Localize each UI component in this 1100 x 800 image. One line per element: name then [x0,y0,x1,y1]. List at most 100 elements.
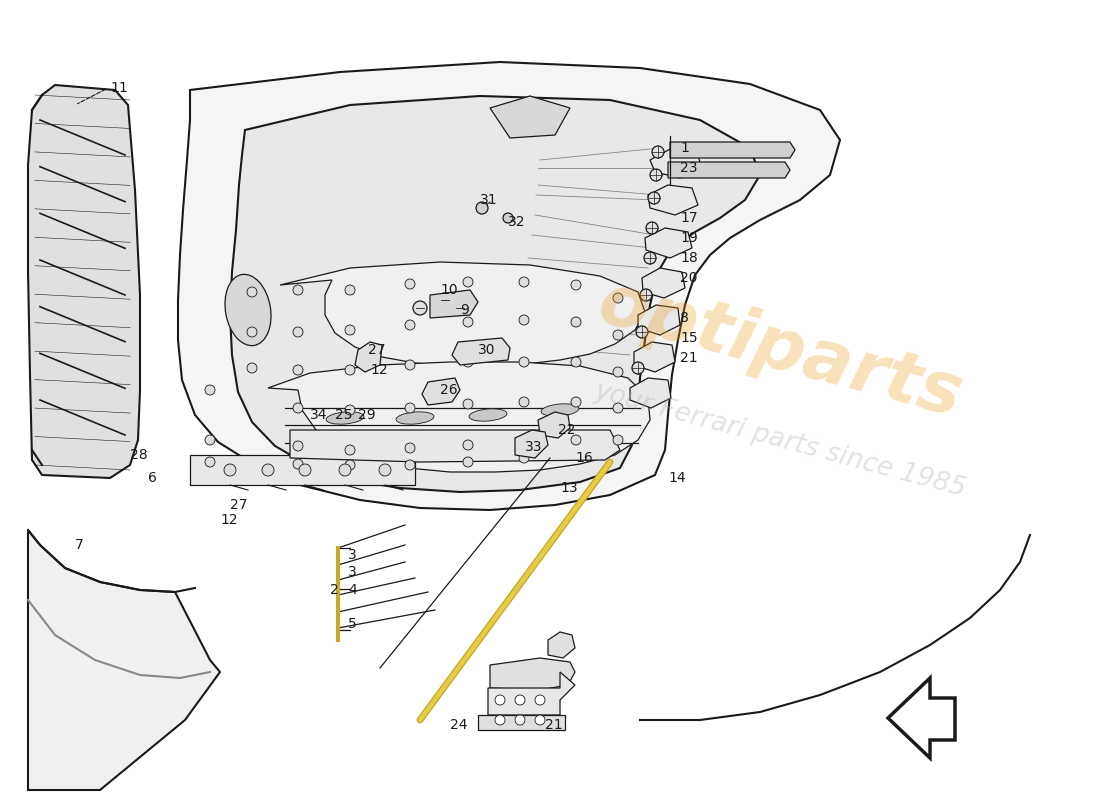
Circle shape [648,192,660,204]
Polygon shape [452,338,510,365]
Circle shape [613,403,623,413]
Circle shape [205,385,214,395]
Circle shape [636,326,648,338]
Text: 24: 24 [450,718,468,732]
Circle shape [463,277,473,287]
Circle shape [345,405,355,415]
Polygon shape [645,228,692,258]
Circle shape [519,437,529,447]
Circle shape [248,363,257,373]
Circle shape [293,403,303,413]
Polygon shape [430,290,478,318]
Circle shape [463,457,473,467]
Polygon shape [650,148,702,178]
Circle shape [652,146,664,158]
Circle shape [248,287,257,297]
Polygon shape [548,632,575,658]
Polygon shape [422,378,460,405]
Circle shape [650,169,662,181]
Circle shape [262,464,274,476]
Text: 8: 8 [680,311,689,325]
Circle shape [571,397,581,407]
Circle shape [571,280,581,290]
Ellipse shape [541,404,579,416]
Polygon shape [280,262,645,366]
Text: 7: 7 [75,538,84,552]
Circle shape [248,327,257,337]
Polygon shape [538,412,570,438]
Circle shape [535,715,544,725]
Circle shape [293,441,303,451]
Text: 10: 10 [440,283,458,297]
Text: 33: 33 [525,440,542,454]
Polygon shape [668,162,790,178]
Polygon shape [488,672,575,715]
Polygon shape [268,362,650,472]
Text: 27: 27 [230,498,248,512]
Circle shape [535,695,544,705]
Circle shape [405,460,415,470]
Circle shape [205,435,214,445]
Circle shape [463,317,473,327]
Circle shape [613,367,623,377]
Circle shape [438,293,452,307]
Text: 1: 1 [680,141,689,155]
Polygon shape [634,342,675,372]
Circle shape [495,695,505,705]
Text: your Ferrari parts since 1985: your Ferrari parts since 1985 [591,378,969,502]
Circle shape [345,445,355,455]
Circle shape [613,330,623,340]
Circle shape [503,213,513,223]
Polygon shape [490,658,575,690]
Text: 5: 5 [348,617,356,631]
Text: 16: 16 [575,451,593,465]
Polygon shape [355,342,382,372]
Text: 19: 19 [680,231,697,245]
Text: 3: 3 [348,548,356,562]
Polygon shape [648,185,698,215]
Circle shape [476,202,488,214]
Text: 21: 21 [544,718,562,732]
Circle shape [224,464,236,476]
Text: 27: 27 [368,343,385,357]
Text: 29: 29 [358,408,375,422]
Polygon shape [642,268,685,298]
Text: 26: 26 [440,383,458,397]
Circle shape [519,277,529,287]
Text: 12: 12 [370,363,387,377]
Ellipse shape [469,409,507,422]
Circle shape [405,320,415,330]
Circle shape [345,365,355,375]
Text: 22: 22 [558,423,575,437]
Circle shape [519,397,529,407]
Text: 18: 18 [680,251,697,265]
Circle shape [293,365,303,375]
Text: 28: 28 [130,448,147,462]
Polygon shape [638,305,680,335]
Text: 34: 34 [310,408,328,422]
Circle shape [463,357,473,367]
Circle shape [571,317,581,327]
Polygon shape [490,96,570,138]
Polygon shape [670,142,795,158]
Circle shape [644,252,656,264]
Circle shape [519,315,529,325]
Text: 20: 20 [680,271,697,285]
Circle shape [379,464,390,476]
Circle shape [571,435,581,445]
Ellipse shape [326,412,364,424]
Text: 6: 6 [148,471,157,485]
Text: 25: 25 [336,408,352,422]
Circle shape [405,279,415,289]
Circle shape [613,293,623,303]
Polygon shape [478,715,565,730]
Polygon shape [178,62,840,510]
Text: 21: 21 [680,351,697,365]
Text: 15: 15 [680,331,697,345]
Circle shape [515,715,525,725]
Polygon shape [28,85,140,478]
Circle shape [293,327,303,337]
Circle shape [632,362,644,374]
Ellipse shape [226,274,271,346]
Circle shape [463,440,473,450]
